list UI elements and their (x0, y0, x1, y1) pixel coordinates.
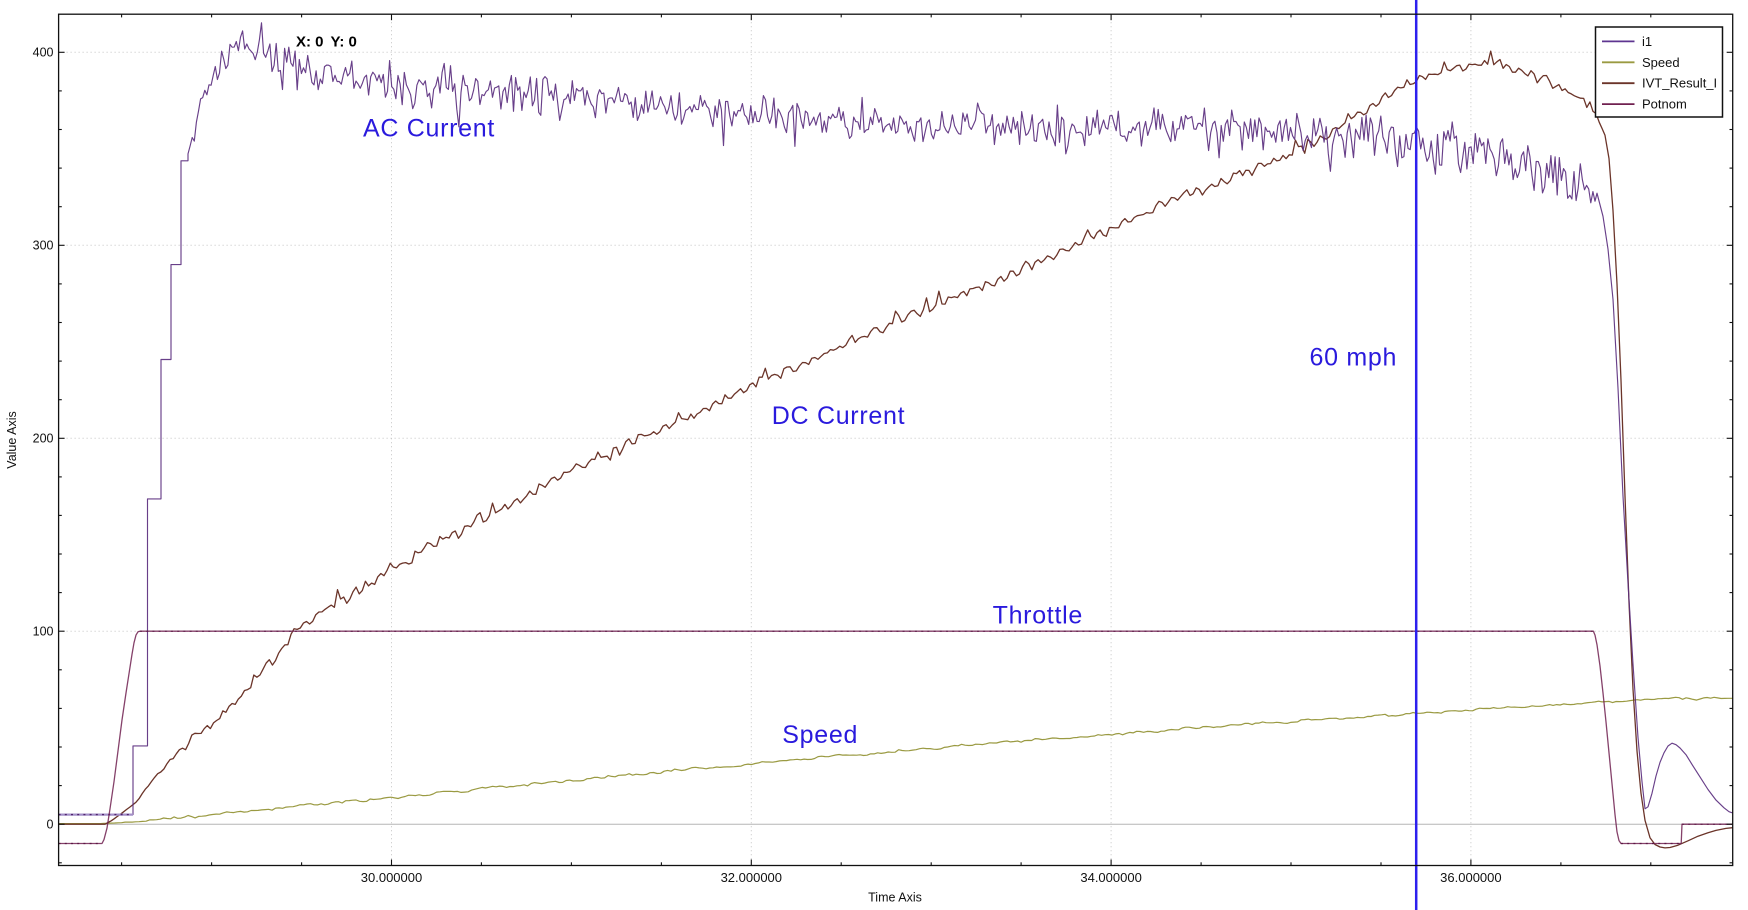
svg-text:100: 100 (33, 625, 54, 639)
svg-text:Speed: Speed (782, 721, 858, 749)
svg-text:200: 200 (33, 432, 54, 446)
svg-text:400: 400 (33, 46, 54, 60)
svg-text:34.000000: 34.000000 (1080, 870, 1141, 885)
svg-text:0: 0 (47, 818, 54, 832)
svg-text:60 mph: 60 mph (1310, 344, 1398, 372)
svg-text:32.000000: 32.000000 (721, 870, 782, 885)
svg-text:i1: i1 (1642, 34, 1652, 49)
svg-text:X: 0: X: 0 (296, 34, 324, 51)
svg-text:Value Axis: Value Axis (5, 411, 19, 468)
svg-text:Time Axis: Time Axis (868, 891, 922, 905)
svg-text:30.000000: 30.000000 (361, 870, 422, 885)
svg-text:DC Current: DC Current (772, 402, 905, 430)
svg-text:Speed: Speed (1642, 55, 1680, 70)
svg-text:Y: 0: Y: 0 (331, 34, 357, 51)
svg-text:Throttle: Throttle (993, 602, 1083, 630)
svg-text:AC Current: AC Current (363, 115, 495, 143)
svg-text:Potnom: Potnom (1642, 97, 1687, 112)
svg-text:300: 300 (33, 239, 54, 253)
svg-text:IVT_Result_I: IVT_Result_I (1642, 76, 1717, 91)
svg-text:36.000000: 36.000000 (1440, 870, 1501, 885)
